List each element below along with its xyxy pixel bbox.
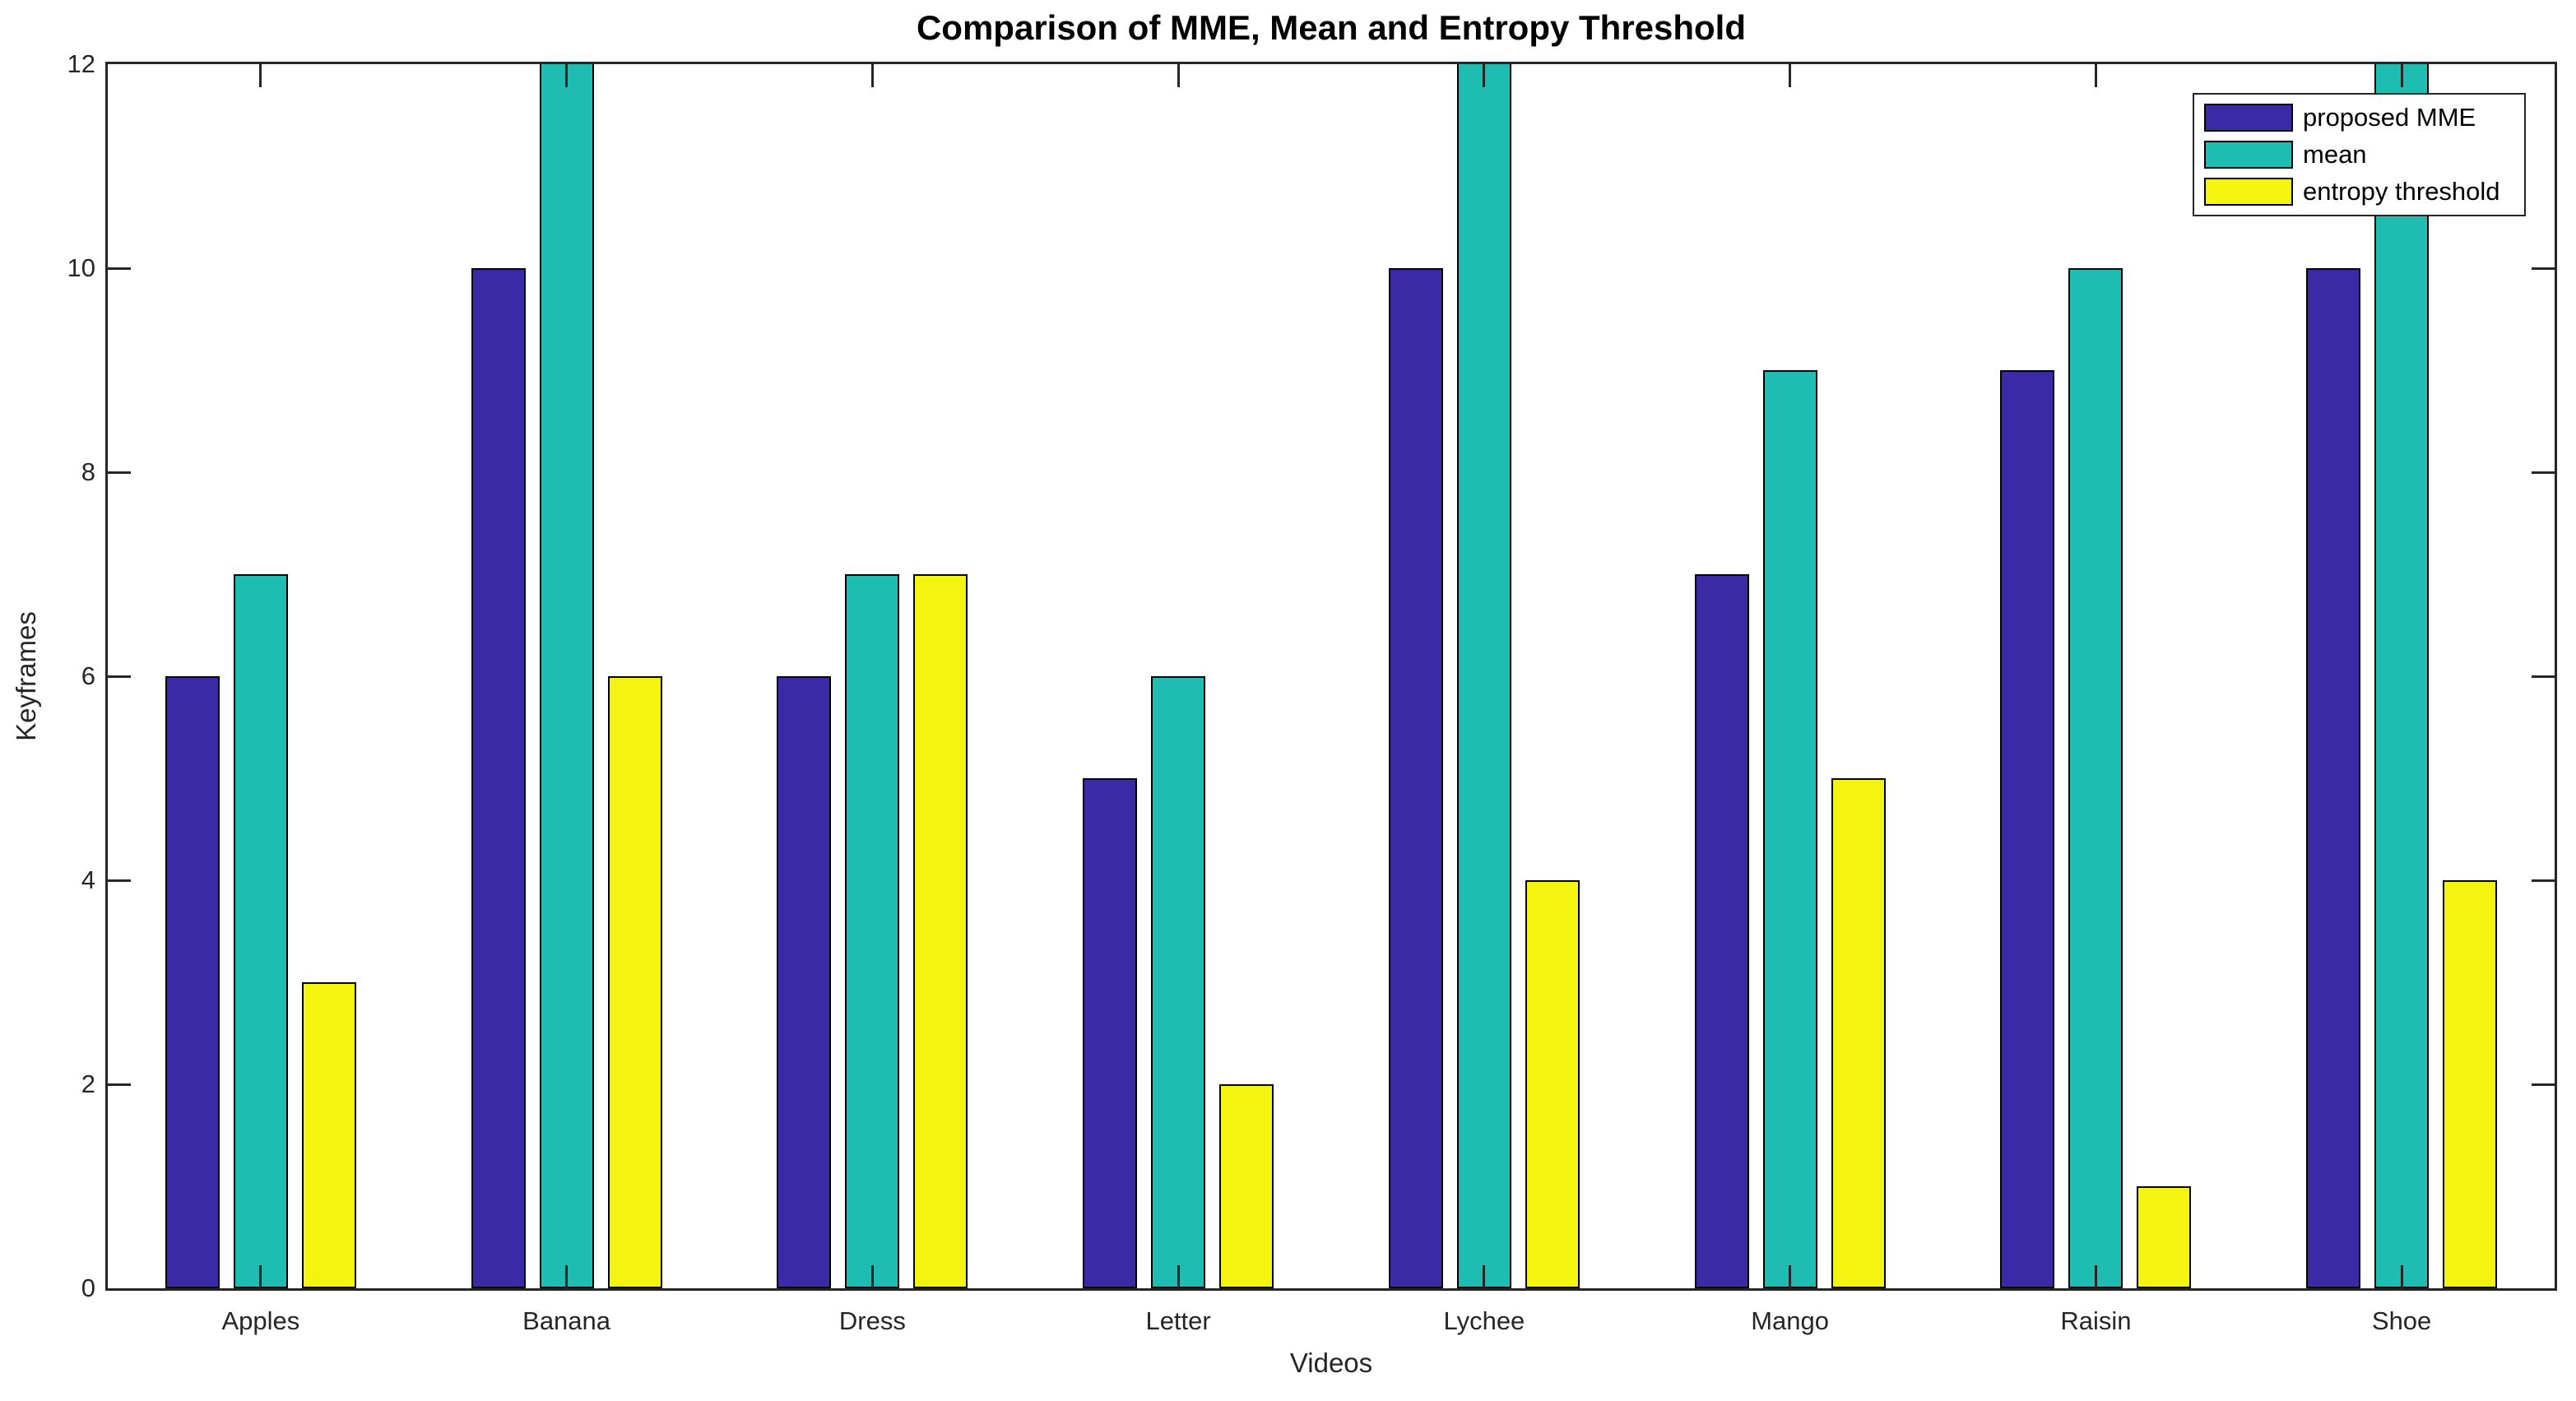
bar-entropy-threshold-apples bbox=[301, 982, 356, 1288]
bar-proposed-MME-letter bbox=[1083, 778, 1138, 1288]
x-tick bbox=[1177, 64, 1180, 87]
bar-proposed-MME-dress bbox=[777, 676, 832, 1288]
legend-label: proposed MME bbox=[2303, 103, 2476, 132]
category-label: Letter bbox=[1145, 1306, 1211, 1335]
plot-area: proposed MME mean entropy threshold bbox=[105, 62, 2557, 1291]
x-tick bbox=[565, 64, 569, 87]
legend-label: entropy threshold bbox=[2303, 176, 2500, 206]
legend-swatch bbox=[2204, 104, 2293, 132]
y-tick bbox=[108, 675, 131, 678]
y-tick-label: 2 bbox=[81, 1069, 95, 1098]
x-tick bbox=[1789, 64, 1792, 87]
x-axis-label: Videos bbox=[1289, 1348, 1373, 1378]
bar-entropy-threshold-raisin bbox=[2137, 1186, 2192, 1288]
x-tick bbox=[870, 64, 874, 87]
bar-mean-banana bbox=[539, 64, 594, 1288]
bar-proposed-MME-apples bbox=[165, 676, 220, 1288]
category-label: Mango bbox=[1751, 1306, 1829, 1335]
x-tick bbox=[259, 64, 262, 87]
x-tick bbox=[2094, 1265, 2097, 1288]
bar-mean-dress bbox=[845, 574, 900, 1288]
category-label: Banana bbox=[522, 1306, 611, 1335]
category-label: Lychee bbox=[1443, 1306, 1525, 1335]
legend-item-entropy-threshold: entropy threshold bbox=[2204, 177, 2524, 206]
y-tick-label: 4 bbox=[81, 865, 95, 894]
x-tick bbox=[2400, 1265, 2403, 1288]
bar-entropy-threshold-lychee bbox=[1525, 880, 1580, 1288]
y-tick-label: 8 bbox=[81, 457, 95, 486]
x-tick bbox=[1483, 64, 1486, 87]
y-tick bbox=[2532, 471, 2555, 474]
legend-label: mean bbox=[2303, 139, 2367, 169]
bar-mean-letter bbox=[1151, 676, 1206, 1288]
bar-proposed-MME-banana bbox=[471, 268, 526, 1288]
bar-proposed-MME-lychee bbox=[1388, 268, 1443, 1288]
bar-mean-apples bbox=[233, 574, 288, 1288]
legend-item-proposed-MME: proposed MME bbox=[2204, 103, 2524, 132]
y-tick bbox=[108, 879, 131, 882]
bar-proposed-MME-mango bbox=[1694, 574, 1749, 1288]
bar-entropy-threshold-shoe bbox=[2443, 880, 2498, 1288]
bar-entropy-threshold-mango bbox=[1831, 778, 1886, 1288]
y-tick bbox=[108, 1083, 131, 1086]
x-tick bbox=[259, 1265, 262, 1288]
x-tick bbox=[2400, 64, 2403, 87]
bar-proposed-MME-shoe bbox=[2306, 268, 2361, 1288]
y-tick-label: 12 bbox=[67, 49, 95, 78]
chart-title: Comparison of MME, Mean and Entropy Thre… bbox=[916, 8, 1747, 47]
x-tick bbox=[565, 1265, 569, 1288]
x-tick bbox=[2094, 64, 2097, 87]
x-tick bbox=[1483, 1265, 1486, 1288]
legend-swatch bbox=[2204, 140, 2293, 169]
category-label: Dress bbox=[838, 1306, 906, 1335]
y-tick-label: 10 bbox=[67, 253, 95, 282]
category-label: Apples bbox=[221, 1306, 300, 1335]
bar-entropy-threshold-dress bbox=[913, 574, 968, 1288]
x-tick bbox=[1177, 1265, 1180, 1288]
y-tick-label: 0 bbox=[81, 1273, 95, 1302]
legend-swatch bbox=[2204, 177, 2293, 206]
bar-mean-lychee bbox=[1456, 64, 1511, 1288]
bar-entropy-threshold-banana bbox=[607, 676, 662, 1288]
y-tick bbox=[2532, 1083, 2555, 1086]
y-tick bbox=[108, 267, 131, 270]
x-tick bbox=[1789, 1265, 1792, 1288]
legend: proposed MME mean entropy threshold bbox=[2193, 93, 2526, 216]
y-tick bbox=[2532, 675, 2555, 678]
bar-proposed-MME-raisin bbox=[2000, 370, 2055, 1288]
category-label: Shoe bbox=[2371, 1306, 2432, 1335]
y-tick bbox=[2532, 879, 2555, 882]
y-tick bbox=[108, 471, 131, 474]
y-tick-label: 6 bbox=[81, 661, 95, 690]
y-tick bbox=[2532, 267, 2555, 270]
bar-entropy-threshold-letter bbox=[1219, 1084, 1274, 1288]
legend-item-mean: mean bbox=[2204, 140, 2524, 169]
bar-mean-raisin bbox=[2068, 268, 2123, 1288]
bar-mean-mango bbox=[1762, 370, 1817, 1288]
bar-mean-shoe bbox=[2374, 64, 2430, 1288]
category-label: Raisin bbox=[2060, 1306, 2132, 1335]
x-tick bbox=[870, 1265, 874, 1288]
